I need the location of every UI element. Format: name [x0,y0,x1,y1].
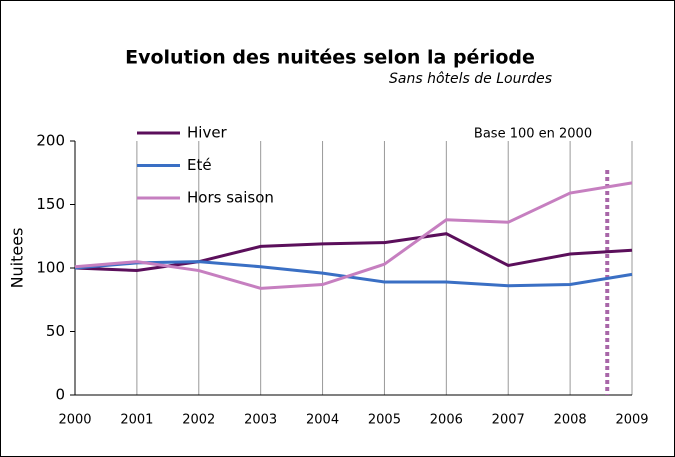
series-line [74,260,633,288]
x-tick-label: 2003 [244,413,277,428]
y-tick-label: 50 [46,322,65,340]
legend-label: Hiver [187,124,228,142]
y-tick-label: 0 [55,386,65,404]
x-tick-label: 2000 [58,413,91,428]
x-tick-label: 2006 [430,413,463,428]
x-tick-label: 2002 [182,413,215,428]
x-tick-label: 2001 [120,413,153,428]
x-tick-label: 2007 [492,413,525,428]
y-axis-label: Nuitees [8,228,27,289]
chart-subtitle: Sans hôtels de Lourdes [389,71,552,87]
y-tick-label: 100 [36,259,65,277]
legend-label: Hors saison [187,189,274,207]
series-line [74,181,633,290]
y-tick-label: 200 [36,132,65,150]
legend-label: Eté [187,156,212,174]
y-tick-label: 150 [36,195,65,213]
x-tick-label: 2009 [615,413,648,428]
annotation: Base 100 en 2000 [474,127,592,142]
x-tick-label: 2008 [554,413,587,428]
chart-title: Evolution des nuitées selon la période [125,47,535,69]
x-tick-label: 2004 [306,413,339,428]
x-tick-label: 2005 [368,413,401,428]
